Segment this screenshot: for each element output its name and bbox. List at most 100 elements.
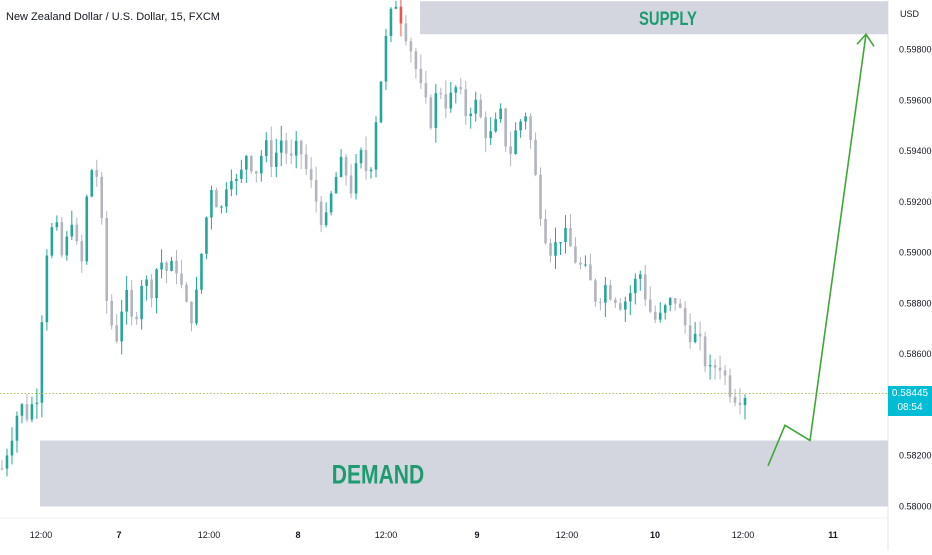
candle-body	[594, 280, 597, 302]
candle-body	[624, 301, 627, 310]
candle-body	[469, 113, 473, 117]
candle-body	[319, 201, 323, 226]
candle-body	[344, 156, 348, 176]
x-tick-label: 12:00	[556, 530, 579, 540]
currency-label: USD	[900, 9, 920, 19]
candle-body	[35, 402, 39, 405]
candle-body	[718, 367, 722, 371]
candle-body	[45, 255, 49, 323]
candle-body	[115, 325, 118, 342]
demand-zone-label: DEMAND	[332, 460, 424, 490]
candle-body	[349, 175, 353, 194]
candle-body	[255, 171, 258, 174]
candle-body	[584, 264, 587, 266]
candle-body	[419, 68, 423, 84]
candle-body	[95, 170, 99, 177]
candle-body	[140, 285, 143, 320]
candle-body	[673, 298, 677, 304]
candle-body	[409, 41, 413, 52]
candle-body	[60, 222, 64, 256]
candle-body	[504, 108, 507, 147]
candle-body	[289, 153, 293, 156]
candle-body	[25, 404, 29, 420]
candle-body	[549, 243, 552, 256]
x-tick-label: 12:00	[30, 530, 53, 540]
candle-body	[70, 224, 74, 237]
candle-body	[519, 121, 522, 131]
candle-body	[90, 170, 94, 197]
candle-body	[579, 262, 582, 265]
candle-body	[668, 298, 672, 306]
candle-body	[554, 242, 557, 256]
y-tick-label: 0.59200	[899, 197, 932, 207]
candle-body	[494, 119, 497, 132]
candle-body	[284, 140, 288, 154]
candle-body	[120, 311, 123, 342]
candle-body	[429, 97, 433, 128]
candle-body	[454, 87, 458, 93]
y-tick-label: 0.59800	[899, 45, 932, 55]
candle-body	[0, 468, 4, 470]
x-tick-label: 12:00	[375, 530, 398, 540]
candle-body	[135, 316, 138, 320]
y-tick-label: 0.58000	[899, 502, 932, 512]
candle-body	[5, 455, 9, 469]
candle-body	[274, 152, 278, 167]
candle-body	[235, 178, 238, 182]
candle-body	[309, 169, 313, 181]
candle-body	[85, 196, 89, 262]
candle-body	[205, 217, 208, 254]
x-tick-label: 9	[474, 530, 479, 540]
candle-body	[15, 415, 19, 441]
candle-body	[569, 228, 572, 247]
current-price-value: 0.58445	[891, 388, 929, 399]
candle-body	[40, 322, 44, 403]
candle-body	[379, 81, 383, 123]
y-tick-label: 0.58800	[899, 298, 932, 308]
candle-body	[50, 227, 54, 256]
candle-body	[589, 264, 592, 281]
candle-body	[185, 284, 188, 302]
candle-body	[683, 307, 687, 326]
candle-body	[294, 140, 298, 156]
candle-body	[629, 293, 632, 302]
candle-body	[708, 365, 712, 367]
candle-body	[150, 279, 153, 299]
x-tick-label: 12:00	[198, 530, 221, 540]
x-tick-label: 12:00	[732, 530, 755, 540]
candle-body	[55, 222, 59, 228]
candle-body	[693, 333, 697, 343]
candle-body	[643, 274, 647, 300]
candle-body	[245, 156, 248, 170]
candle-body	[619, 303, 622, 310]
candle-body	[574, 246, 577, 263]
candle-body	[160, 262, 163, 270]
projection-arrowhead	[856, 32, 875, 47]
candle-body	[389, 8, 393, 36]
candle-body	[723, 370, 727, 376]
x-tick-label: 7	[116, 530, 121, 540]
candle-body	[65, 236, 69, 256]
y-tick-label: 0.58200	[899, 451, 932, 461]
candle-body	[314, 180, 318, 202]
candle-body	[10, 440, 14, 456]
candle-body	[20, 404, 24, 416]
candle-body	[474, 99, 478, 114]
projection-path	[767, 34, 867, 467]
supply-zone-label: SUPPLY	[639, 8, 697, 29]
candle-body	[484, 117, 487, 139]
candle-body	[439, 93, 443, 95]
candle-body	[130, 289, 133, 317]
supply-zone	[420, 1, 888, 35]
candle-body	[499, 108, 502, 120]
y-tick-label: 0.59400	[899, 146, 932, 156]
demand-zone	[40, 440, 888, 507]
candle-body	[354, 163, 358, 194]
candle-body	[260, 155, 263, 174]
candle-body	[220, 206, 223, 208]
candle-body	[604, 285, 607, 303]
candle-body	[658, 312, 662, 320]
y-tick-label: 0.59600	[899, 95, 932, 105]
